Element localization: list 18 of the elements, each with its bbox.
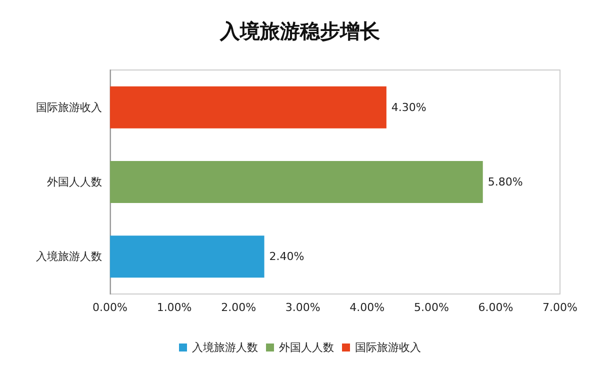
y-tick-label: 国际旅游收入 bbox=[36, 100, 102, 114]
chart-title: 入境旅游稳步增长 bbox=[219, 19, 381, 43]
y-tick-label: 外国人人数 bbox=[47, 176, 102, 188]
legend-label: 国际旅游收入 bbox=[355, 341, 421, 354]
x-tick-label: 7.00% bbox=[542, 301, 578, 314]
x-tick-label: 2.00% bbox=[221, 301, 256, 314]
x-tick-label: 5.00% bbox=[414, 301, 449, 314]
x-tick-label: 6.00% bbox=[478, 301, 514, 314]
legend-label: 入境旅游人数 bbox=[192, 341, 258, 354]
legend-label: 外国人人数 bbox=[279, 341, 334, 354]
data-label: 2.40% bbox=[269, 250, 304, 264]
x-tick-label: 4.00% bbox=[350, 301, 385, 314]
x-tick-label: 3.00% bbox=[285, 301, 320, 314]
x-tick-label: 0.00% bbox=[92, 301, 128, 314]
data-label: 5.80% bbox=[488, 176, 523, 188]
y-tick-label: 入境旅游人数 bbox=[36, 250, 102, 264]
x-tick-label: 1.00% bbox=[156, 301, 192, 314]
data-label: 4.30% bbox=[391, 100, 426, 114]
